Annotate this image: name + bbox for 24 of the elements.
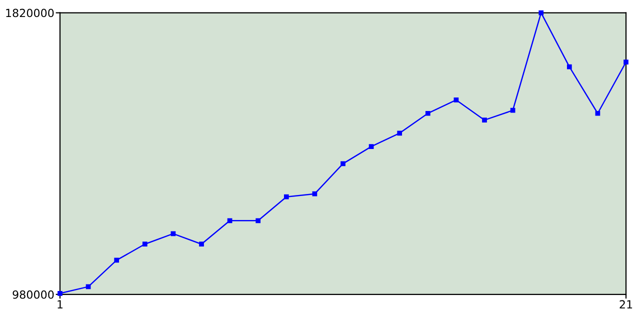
point xyxy=(397,130,402,136)
point xyxy=(454,98,459,102)
point xyxy=(340,161,346,166)
point xyxy=(114,258,120,263)
point xyxy=(624,60,628,65)
point xyxy=(256,218,261,224)
y-tick-label: 1820000 xyxy=(6,8,54,18)
point xyxy=(482,118,487,123)
point xyxy=(595,110,600,116)
x-tick-label: 21 xyxy=(620,300,632,308)
x-tick-label: 1 xyxy=(58,300,63,308)
point xyxy=(284,194,289,200)
point xyxy=(368,144,374,149)
point xyxy=(312,191,318,196)
point xyxy=(142,242,148,247)
point xyxy=(199,242,204,247)
point xyxy=(86,284,91,290)
y-tick-label: 980000 xyxy=(12,290,54,299)
point xyxy=(425,110,430,116)
point xyxy=(566,64,572,70)
point xyxy=(510,108,516,113)
point xyxy=(227,218,232,224)
point xyxy=(538,10,544,16)
point xyxy=(170,231,176,236)
